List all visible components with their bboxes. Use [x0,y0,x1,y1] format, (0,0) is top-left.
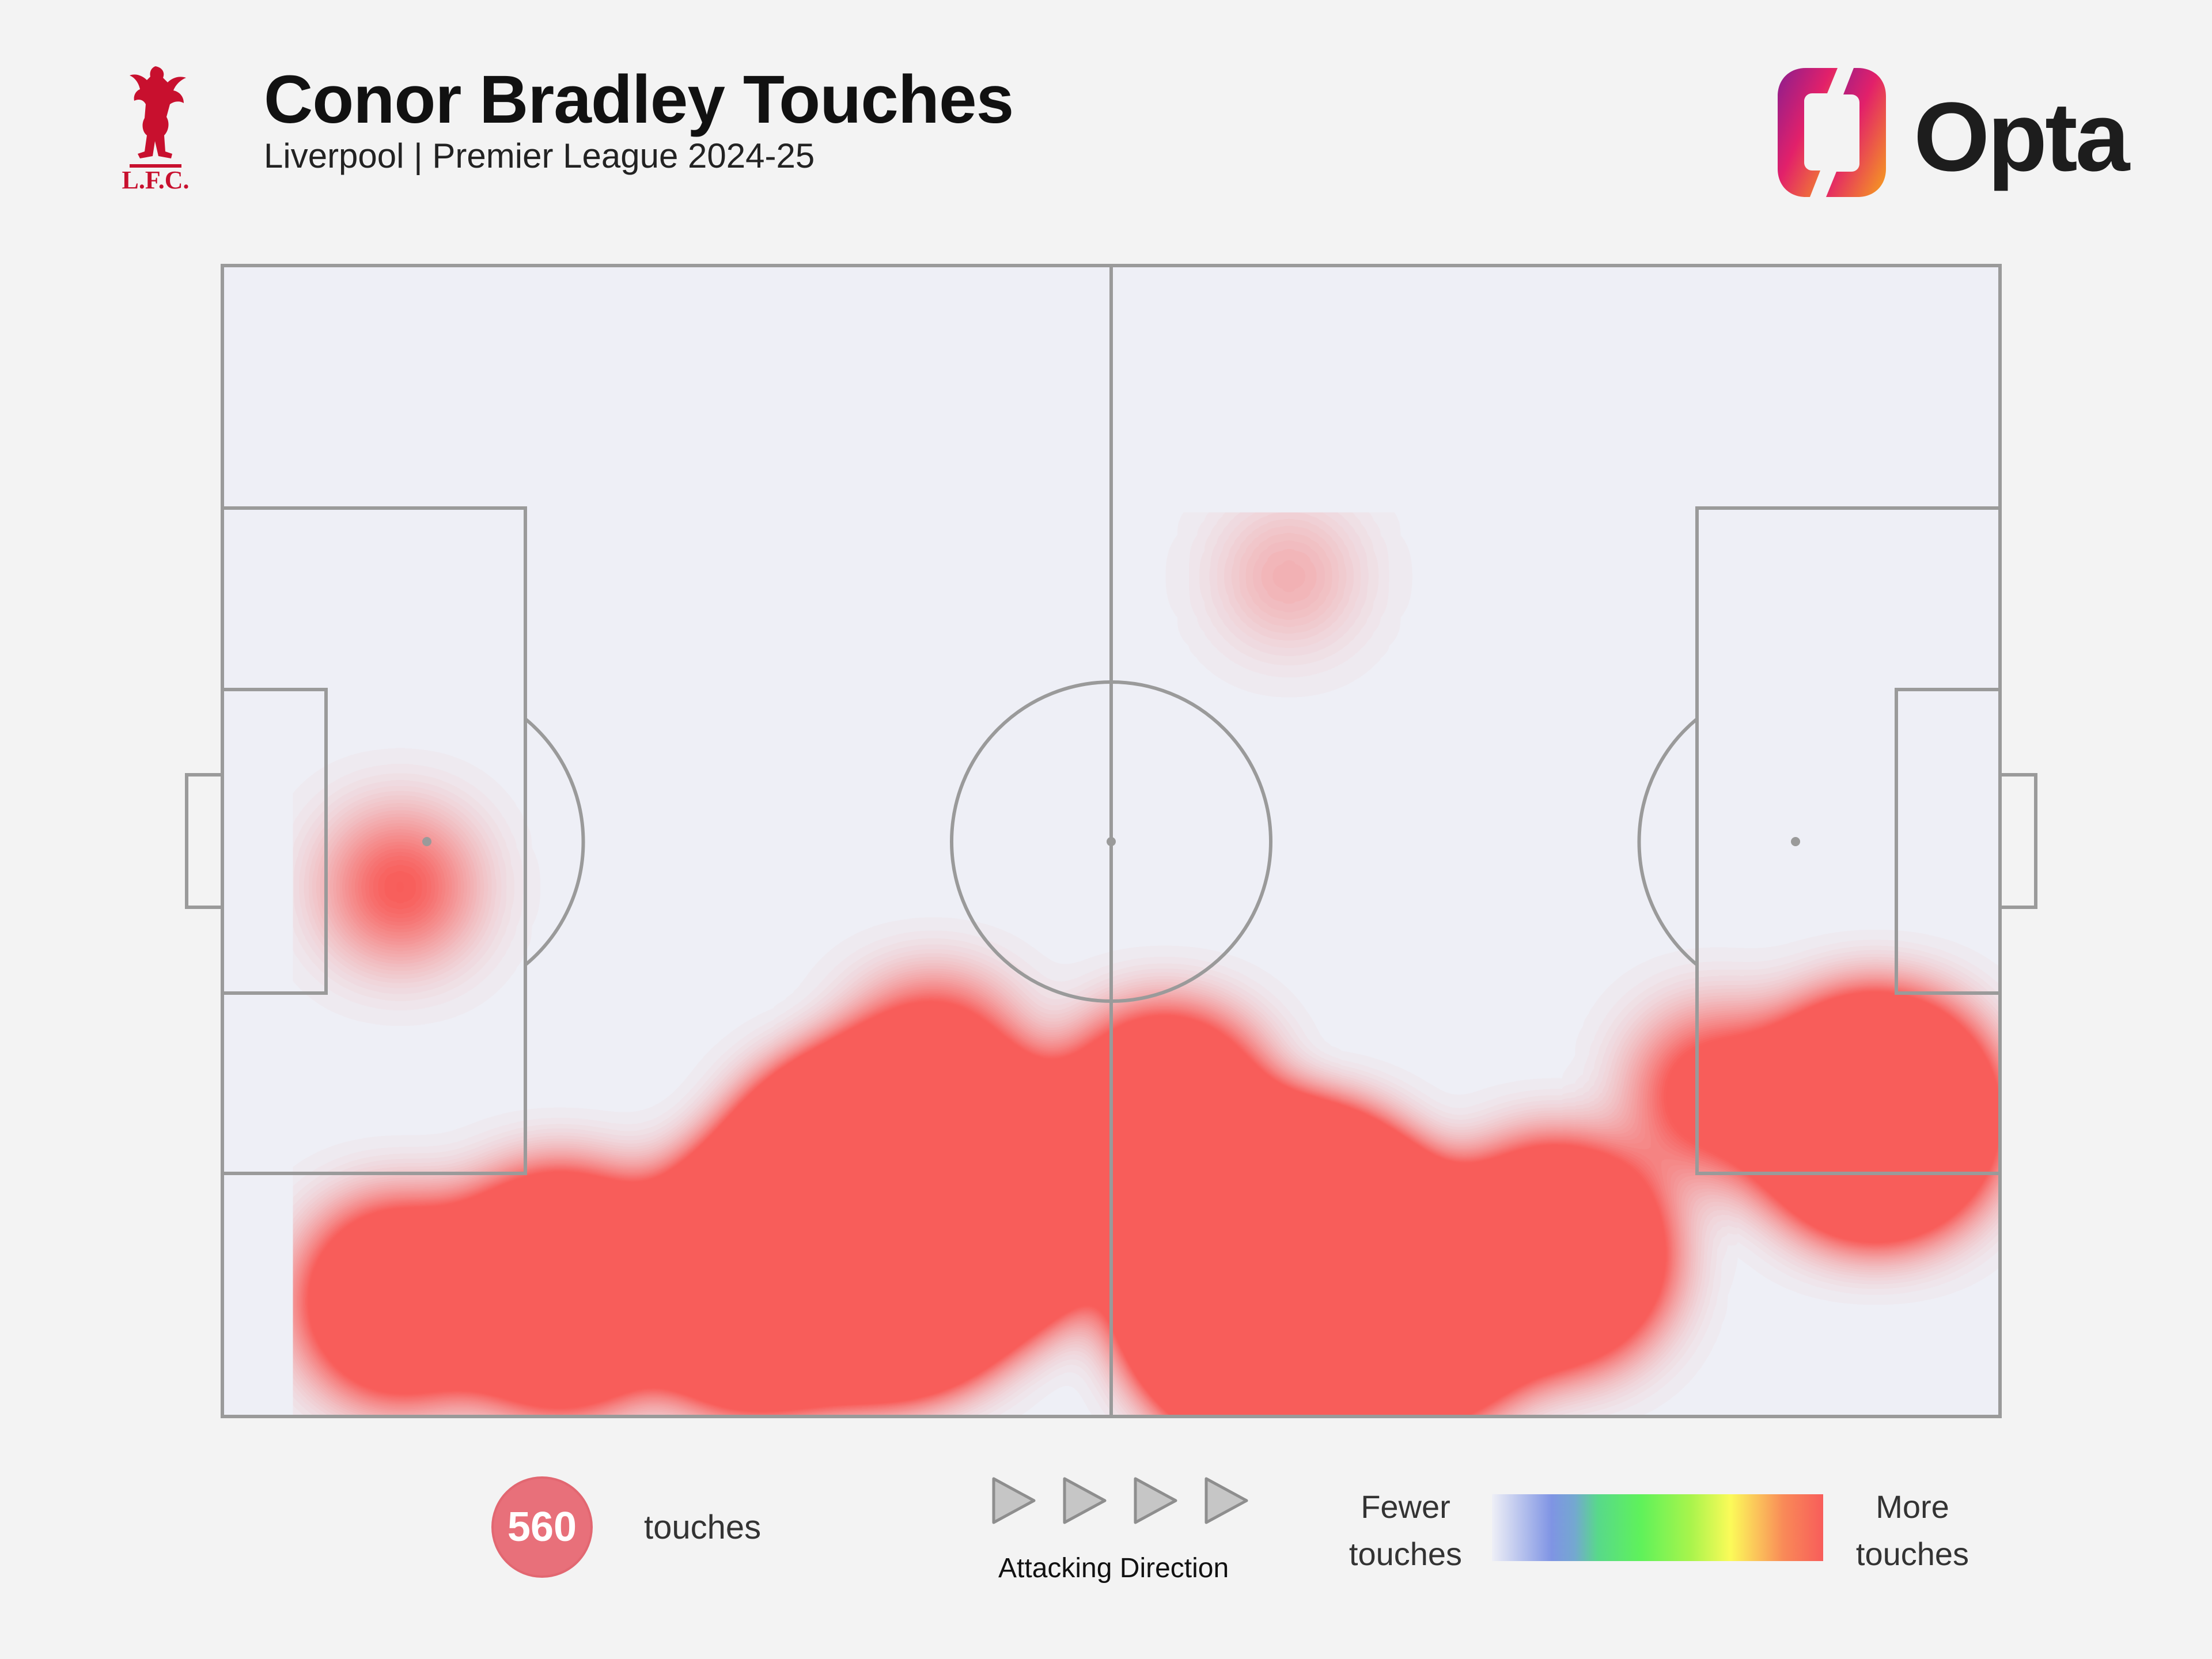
touch-count-badge: 560 [491,1476,593,1578]
centre-circle [950,680,1272,1003]
crest-text: L.F.C. [122,166,190,193]
left-penalty-spot [422,837,431,846]
left-goal [185,773,224,909]
arrow-icon [1134,1477,1177,1524]
heat-hotspot [1231,518,1347,634]
page-subtitle: Liverpool | Premier League 2024-25 [264,137,815,175]
legend-low-label: Fewer touches [1349,1488,1463,1572]
attacking-direction-label: Attacking Direction [998,1553,1229,1584]
opta-logo-icon [1778,68,1886,197]
arrow-icon [992,1477,1036,1524]
right-penalty-spot [1791,837,1800,846]
right-penalty-arc [1637,717,1698,967]
arrow-icon [1205,1477,1248,1524]
heat-hotspot [1078,1031,1251,1204]
heat-hotspot [335,822,465,952]
heat-hotspot [465,1195,656,1385]
heat-hotspot [652,1175,859,1382]
touch-count-label: touches [644,1509,762,1546]
right-goal [1998,773,2037,909]
heat-hotspot [1314,1202,1513,1401]
page-title: Conor Bradley Touches [264,62,1014,138]
left-penalty-arc [524,717,585,967]
centre-spot [1107,837,1116,846]
heat-hotspot [318,1219,483,1384]
arrow-icon [1063,1477,1107,1524]
heat-hotspot [1646,1025,1785,1164]
opta-wordmark: Opta [1914,82,2130,192]
legend-high-label: More touches [1855,1488,1969,1572]
heat-hotspot [859,998,1007,1145]
heat-hotspot [905,1098,1104,1297]
heat-hotspot [1776,1018,1975,1217]
attacking-direction-arrows-icon [992,1477,1248,1524]
heat-legend-bar [1492,1494,1823,1561]
heat-hotspot [1465,1164,1646,1346]
liverpool-crest-icon: L.F.C. [122,66,190,193]
